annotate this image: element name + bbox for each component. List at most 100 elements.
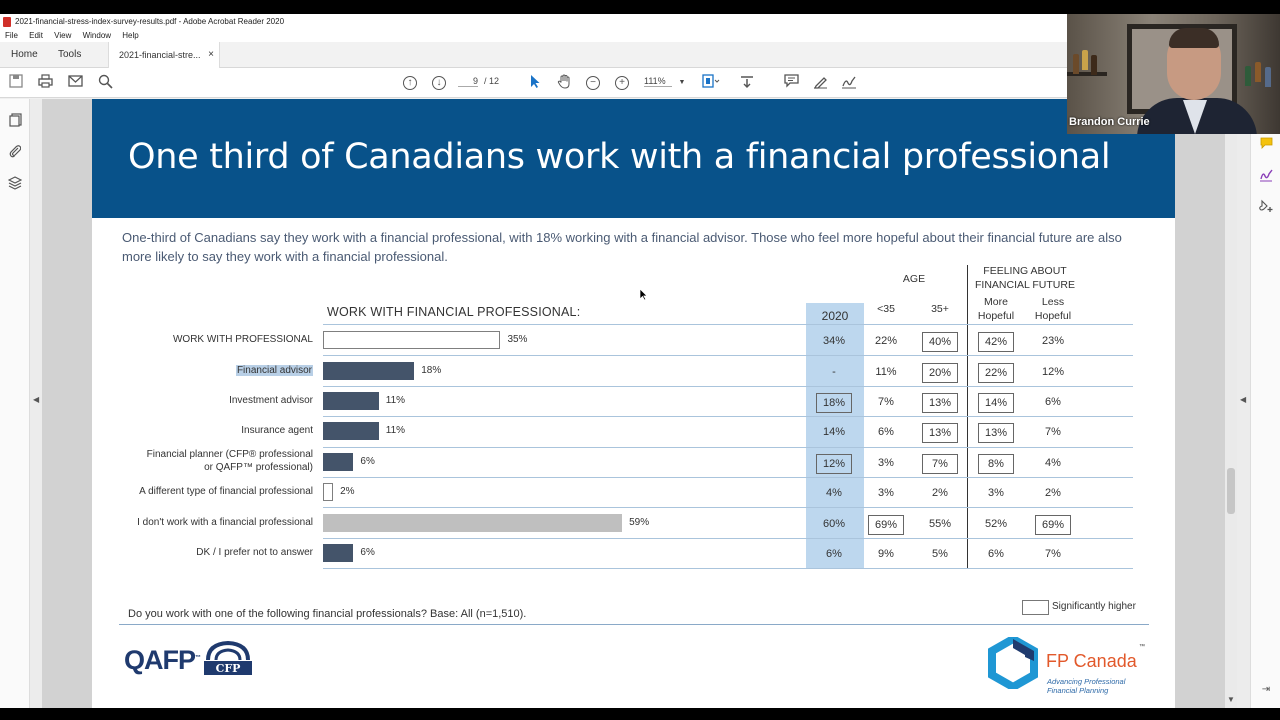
cell-2020: 34% — [822, 335, 846, 348]
row-label-text: Financial advisor — [235, 364, 313, 376]
select-cursor-icon[interactable] — [526, 74, 544, 92]
webcam-shelf — [1067, 72, 1107, 76]
save-icon[interactable] — [7, 74, 25, 92]
highlight-pen-icon[interactable] — [811, 74, 829, 92]
collapse-left-icon[interactable]: ◀ — [33, 395, 40, 404]
slide-intro: One-third of Canadians say they work wit… — [122, 230, 1122, 264]
footer-divider — [119, 624, 1149, 625]
right-pane-collapse[interactable]: ◀ — [1237, 99, 1250, 708]
cell-2020: 4% — [826, 487, 842, 500]
mouse-cursor-icon — [639, 288, 648, 301]
cell-more-hopeful: 42% — [978, 332, 1014, 353]
print-icon[interactable] — [36, 74, 54, 92]
header-less-hopeful: Less Hopeful — [1031, 295, 1075, 323]
cell-over-35: 13% — [922, 423, 958, 444]
bar — [323, 483, 334, 502]
left-pane-collapse[interactable]: ◀ — [30, 99, 42, 708]
menu-edit[interactable]: Edit — [29, 31, 43, 40]
header-rule — [323, 324, 1133, 325]
cell-less-hopeful: 12% — [1041, 365, 1065, 378]
slide-title: One third of Canadians work with a finan… — [128, 137, 1111, 177]
zoom-out-icon[interactable]: − — [586, 76, 600, 90]
webcam-bottle — [1265, 67, 1271, 87]
menu-help[interactable]: Help — [122, 31, 139, 40]
left-navigation-rail — [0, 99, 30, 708]
fp-canada-tm: ™ — [1139, 644, 1145, 650]
webcam-person-hair — [1169, 28, 1219, 48]
expand-panel-icon[interactable]: ⇥ — [1261, 684, 1271, 695]
page-thumbnails-icon[interactable] — [8, 113, 22, 127]
layers-icon[interactable] — [7, 176, 23, 190]
bar-value-label: 59% — [629, 516, 650, 528]
row-label: Financial advisor — [93, 364, 313, 377]
row-label: WORK WITH PROFESSIONAL — [93, 333, 313, 346]
cell-over-35: 5% — [932, 548, 948, 560]
cell-over-35: 2% — [932, 487, 948, 500]
row-label-text: Investment advisor — [229, 395, 313, 406]
search-icon[interactable] — [96, 74, 114, 92]
cell-2020: 18% — [816, 393, 852, 413]
scroll-down-icon[interactable]: ▼ — [1227, 695, 1235, 704]
arrow-down-icon[interactable]: ↓ — [432, 76, 446, 90]
mail-icon[interactable] — [66, 74, 84, 92]
window-title: 2021-financial-stress-index-survey-resul… — [15, 17, 285, 26]
comment-icon[interactable] — [782, 74, 800, 92]
arrow-up-icon[interactable]: ↑ — [403, 76, 417, 90]
fp-canada-tagline-line1: Advancing Professional — [1047, 677, 1126, 686]
attachment-icon[interactable] — [8, 144, 22, 158]
cell-less-hopeful: 69% — [1035, 514, 1071, 535]
row-label: Financial planner (CFP® professional or Q… — [93, 448, 313, 474]
page-current-input[interactable]: 9 — [458, 76, 478, 87]
bar — [323, 452, 354, 471]
collapse-right-icon[interactable]: ◀ — [1240, 395, 1247, 404]
top-black-bar — [0, 0, 1280, 14]
cell-less-hopeful: 7% — [1045, 548, 1061, 560]
qafp-logo: QAFP™ — [124, 645, 201, 676]
header-over-35: 35+ — [931, 303, 949, 315]
scrollbar-thumb[interactable] — [1227, 468, 1235, 514]
tab-document[interactable]: 2021-financial-stre... × — [108, 42, 220, 68]
zoom-select[interactable]: 111% ▼ — [644, 76, 685, 87]
menu-file[interactable]: File — [5, 31, 18, 40]
header-more-hopeful-line1: More — [984, 296, 1008, 308]
more-tools-icon[interactable] — [1259, 199, 1273, 213]
cell-more-hopeful: 22% — [978, 362, 1014, 383]
cfp-logo: CFP — [204, 640, 252, 675]
hand-icon[interactable] — [555, 74, 573, 92]
row-rule — [323, 507, 1133, 509]
vertical-scrollbar[interactable]: ▼ — [1225, 99, 1237, 708]
menu-view[interactable]: View — [54, 31, 72, 40]
cell-over-35: 13% — [922, 393, 958, 413]
cell-under-35: 3% — [878, 456, 894, 469]
close-tab-icon[interactable]: × — [208, 49, 214, 60]
cell-2020: 60% — [822, 517, 846, 530]
row-label-text: I don't work with a financial profession… — [137, 516, 313, 528]
menu-window[interactable]: Window — [82, 31, 112, 40]
cell-under-35: 9% — [878, 548, 894, 560]
fit-page-icon[interactable] — [702, 74, 720, 92]
scroll-mode-icon[interactable] — [738, 74, 756, 92]
bar — [323, 392, 379, 410]
cell-under-35: 11% — [875, 365, 897, 378]
cell-more-hopeful: 6% — [988, 548, 1004, 560]
row-rule — [323, 537, 1133, 539]
row-label: DK / I prefer not to answer — [93, 546, 313, 559]
webcam-bottle — [1091, 55, 1097, 75]
tab-home[interactable]: Home — [11, 49, 38, 60]
right-tools-rail: ⇥ — [1250, 99, 1280, 708]
webcam-bottle — [1255, 62, 1261, 82]
row-label-line: or QAFP™ professional) — [204, 461, 313, 473]
header-feeling-line2: FINANCIAL FUTURE — [975, 279, 1075, 291]
bar-value-label: 6% — [360, 547, 375, 558]
tab-tools[interactable]: Tools — [58, 49, 82, 60]
acrobat-app-icon — [3, 17, 11, 27]
sign-icon[interactable] — [840, 74, 858, 92]
comment-tool-icon[interactable] — [1259, 137, 1273, 151]
toolbar: ↑ ↓ 9 / 12 − + 111% ▼ — [0, 68, 1067, 98]
fill-sign-icon[interactable] — [1259, 168, 1273, 182]
zoom-in-icon[interactable]: + — [615, 76, 629, 90]
tab-bar: Home Tools 2021-financial-stre... × — [0, 42, 1067, 68]
header-more-hopeful-line2: Hopeful — [977, 310, 1015, 322]
tab-document-label: 2021-financial-stre... — [119, 50, 201, 60]
webcam-overlay: Brandon Currie — [1067, 14, 1280, 134]
